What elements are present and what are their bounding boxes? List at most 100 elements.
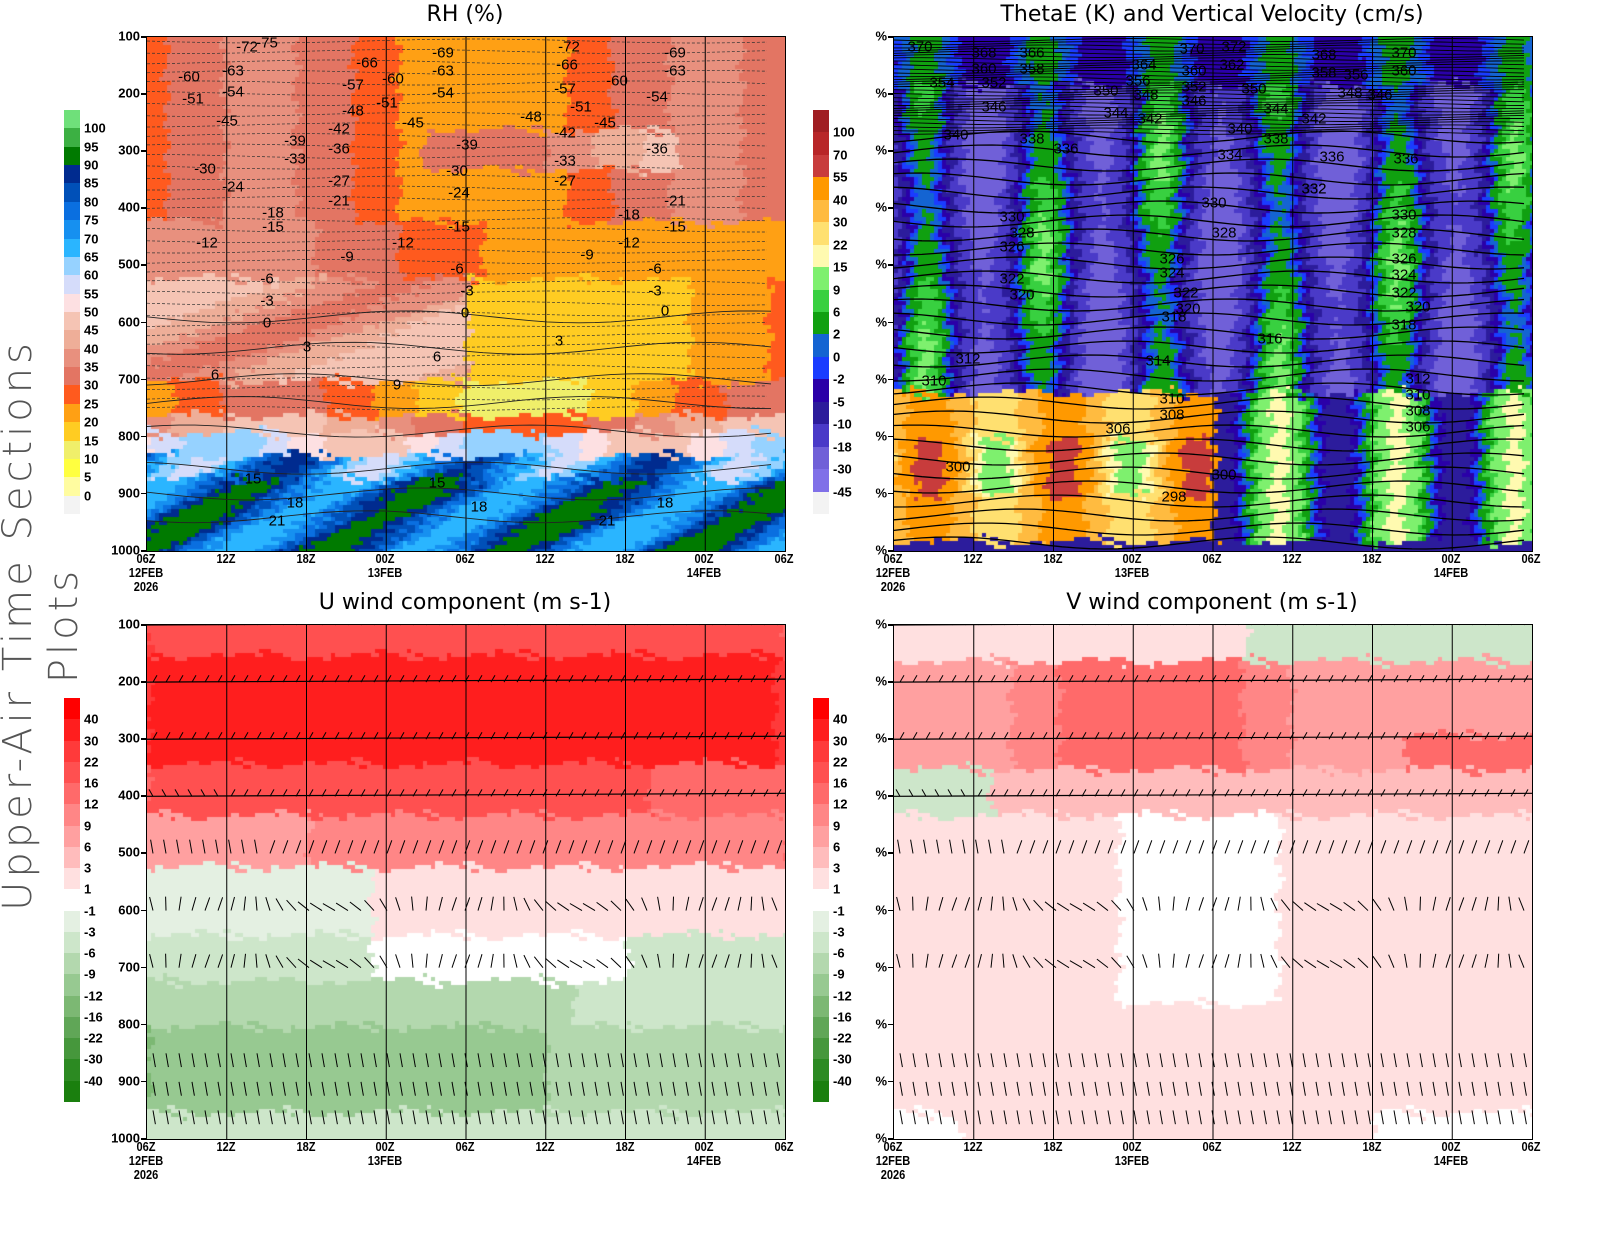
wind-barb: [1016, 840, 1023, 854]
isotherm-contour: [147, 80, 768, 86]
wind-barb: [379, 955, 388, 968]
colorbar-swatch: [64, 238, 80, 258]
x-tick-time: 12Z: [1282, 1139, 1302, 1154]
wind-barb: [425, 953, 428, 968]
wind-barb: [1016, 674, 1022, 683]
colorbar-label: 3: [833, 860, 841, 876]
thetae-label: 342: [1301, 110, 1327, 128]
colorbar-swatch: [64, 1080, 80, 1103]
isotherm-label: -24: [222, 178, 244, 196]
wind-barb: [165, 1053, 169, 1068]
isotherm-contour: [147, 133, 768, 138]
wind-barb: [152, 1110, 156, 1125]
wind-barb: [1380, 1081, 1384, 1096]
wind-barb: [1341, 732, 1347, 740]
x-tick-time: 06Z: [774, 1139, 794, 1154]
colorbar-swatch: [64, 275, 80, 295]
wind-barb: [1263, 1110, 1267, 1125]
y-tick-mark: [888, 492, 893, 495]
wind-barb: [698, 732, 704, 740]
wind-barb: [776, 1081, 780, 1096]
x-tick-date: 14FEB: [1434, 1153, 1469, 1168]
wind-barb: [1367, 789, 1373, 797]
y-tick-label: 600: [118, 902, 140, 918]
wind-barb: [1367, 1110, 1371, 1125]
wind-barb: [607, 1110, 611, 1125]
wind-barb: [477, 674, 483, 683]
isotherm-contour: [147, 143, 768, 149]
wind-barb: [503, 732, 509, 740]
colorbar-label: -16: [84, 1009, 103, 1025]
colorbar-label: 15: [84, 433, 99, 449]
wind-barb: [490, 896, 494, 911]
wind-barb: [1458, 840, 1465, 854]
wind-barb: [1224, 896, 1230, 911]
thetae-contour: [894, 57, 1525, 62]
colorbar-label: 22: [833, 237, 848, 253]
wind-barb: [191, 732, 197, 740]
colorbar-swatch: [64, 953, 80, 975]
wind-barb: [451, 897, 457, 911]
wind-barb: [1445, 674, 1451, 683]
colorbar-swatch: [64, 440, 80, 460]
wind-barb: [1276, 1081, 1280, 1096]
y-tick-label: %: [875, 542, 887, 558]
wind-barb: [1341, 789, 1347, 797]
wind-barb: [990, 674, 996, 683]
isotherm-label: -15: [664, 218, 686, 236]
wind-barb: [399, 732, 405, 740]
wind-barb: [938, 954, 944, 968]
x-tick-label: 00Z 13FEB: [360, 1140, 411, 1168]
wind-barb: [217, 1053, 221, 1068]
wind-barb: [582, 960, 596, 969]
wind-barb: [1445, 954, 1451, 968]
thetae-label: 336: [1053, 140, 1079, 158]
colorbar-swatch: [64, 165, 80, 184]
colorbar-label: 6: [833, 304, 841, 320]
isotherm-label: 15: [244, 470, 262, 488]
thetae-contour: [894, 82, 1525, 87]
thetae-label: 356: [1125, 72, 1151, 90]
wind-barb: [321, 732, 327, 740]
wind-barb: [1497, 732, 1503, 740]
wind-barb: [646, 840, 653, 854]
wind-barb: [1022, 955, 1031, 968]
x-tick-time: 18Z: [614, 551, 635, 566]
y-tick-label: %: [875, 199, 887, 215]
thetae-contour: [894, 144, 1525, 158]
isotherm-label: 9: [392, 376, 402, 394]
wind-barb: [1445, 1081, 1449, 1096]
wind-barb: [925, 732, 931, 740]
wind-barb: [295, 1081, 299, 1096]
wind-barb: [951, 1081, 955, 1096]
isotherm-contour: [147, 59, 768, 65]
wind-barb: [555, 674, 561, 683]
wind-barb: [347, 789, 353, 797]
wind-barb: [776, 789, 782, 797]
wind-barb: [1111, 899, 1122, 911]
wind-barb: [1380, 732, 1386, 740]
thetae-label: 360: [1391, 62, 1417, 80]
thetae-label: 370: [907, 38, 933, 56]
colorbar-swatch: [813, 889, 829, 912]
y-tick-mark: [888, 435, 893, 438]
wind-barb: [1341, 1110, 1345, 1125]
wind-barb: [542, 789, 548, 797]
thetae-label: 356: [1343, 66, 1369, 84]
wind-barb: [1406, 840, 1413, 854]
wind-barb: [1341, 1053, 1345, 1068]
wind-barb: [698, 674, 704, 683]
wind-barb: [309, 902, 323, 911]
wind-barb: [1484, 840, 1491, 854]
y-tick-mark: [888, 795, 893, 797]
wind-barb: [672, 732, 678, 740]
colorbar-swatch: [813, 379, 829, 403]
thetae-label: 334: [1217, 146, 1243, 164]
y-tick-label: %: [875, 371, 887, 387]
colorbar-swatch: [813, 910, 829, 933]
wind-barb: [1458, 1081, 1462, 1096]
colorbar-label: 12: [84, 796, 99, 812]
wind-barb: [1343, 901, 1356, 911]
colorbar-swatch: [813, 222, 829, 246]
wind-barb: [938, 732, 944, 740]
